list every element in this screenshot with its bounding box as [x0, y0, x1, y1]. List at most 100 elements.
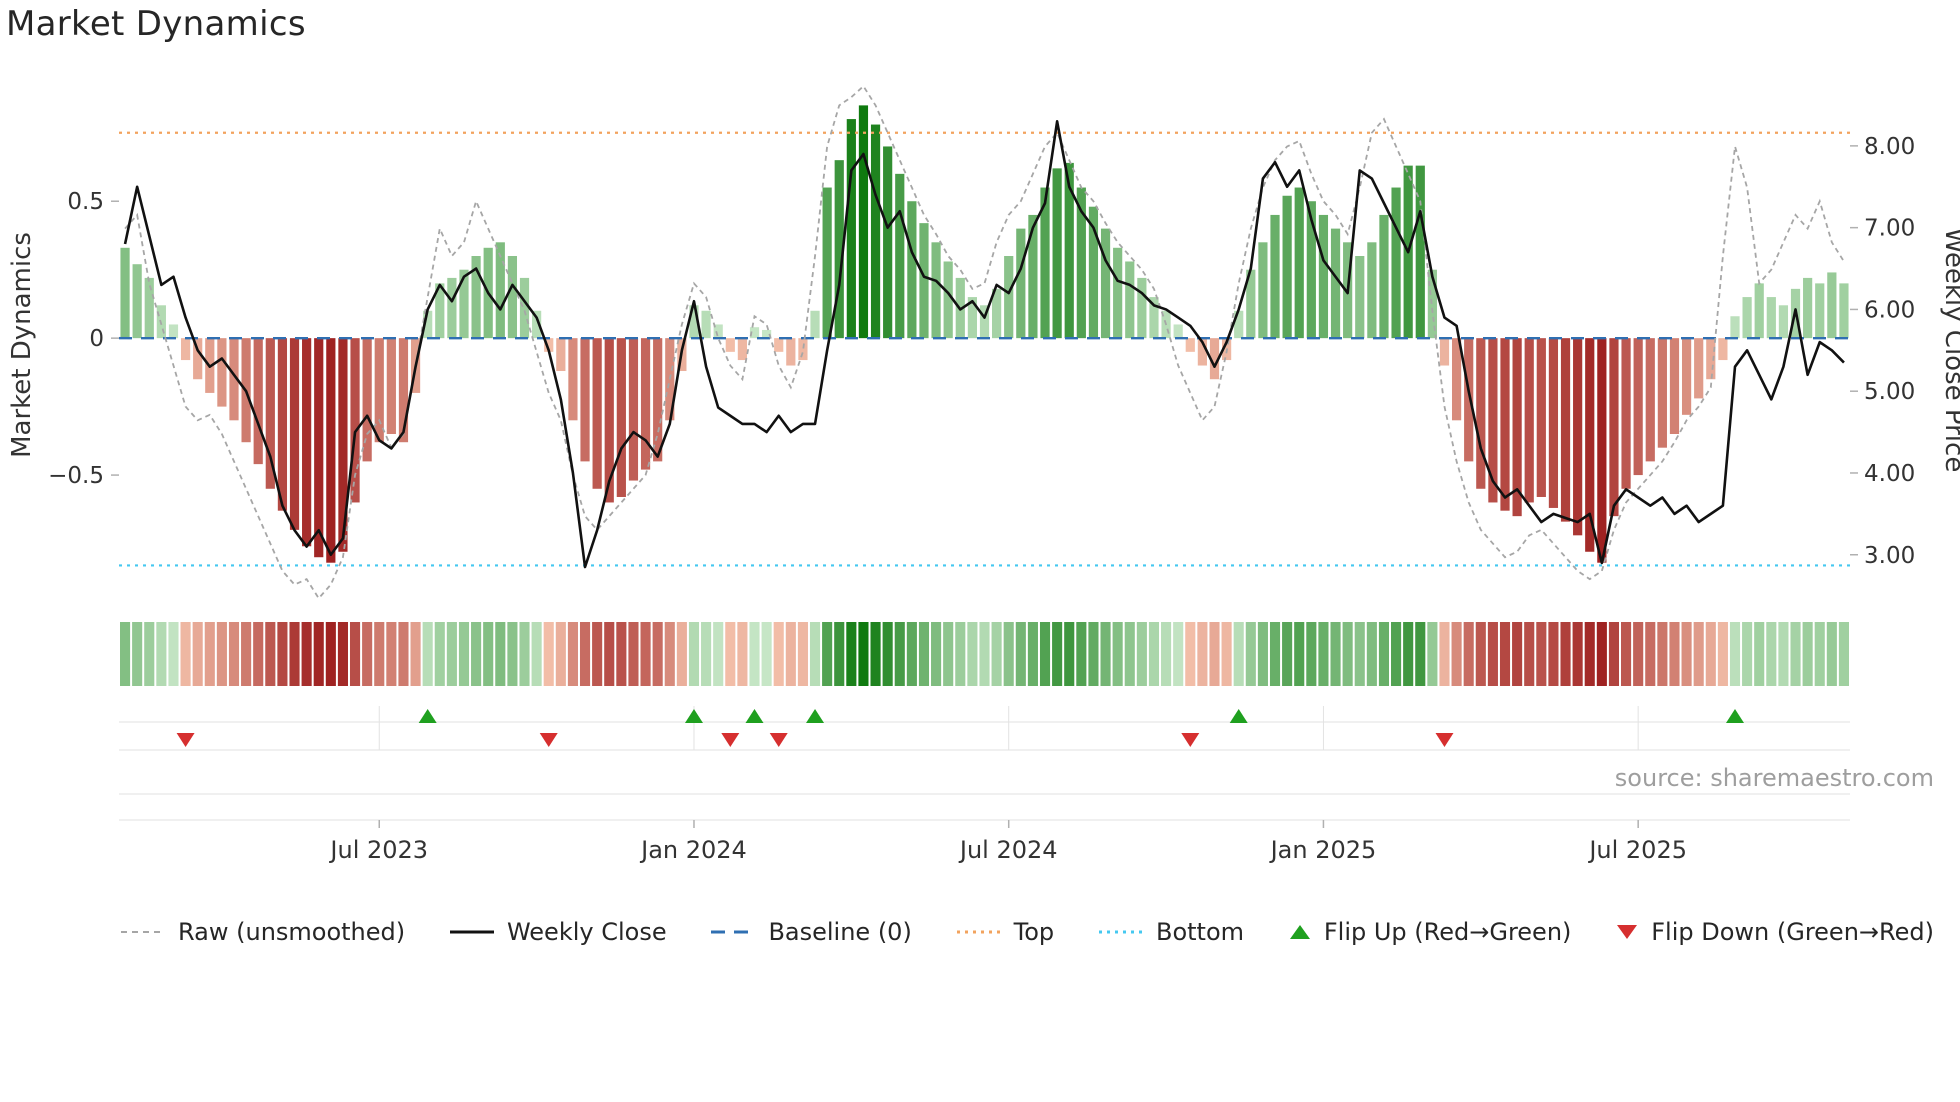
oscillator-bar — [193, 338, 203, 380]
heatmap-cell — [471, 622, 482, 686]
heatmap-cell — [253, 622, 264, 686]
legend: Raw (unsmoothed) Weekly Close Baseline (… — [120, 918, 1934, 946]
heatmap-cell — [652, 622, 663, 686]
flip-markers — [176, 709, 1745, 747]
oscillator-bar — [834, 160, 844, 339]
heatmap-cell — [1318, 622, 1329, 686]
heatmap-cell — [1439, 622, 1450, 686]
heatmap-cell — [592, 622, 603, 686]
oscillator-bar — [302, 338, 312, 547]
oscillator-bar — [1040, 187, 1050, 339]
oscillator-bar — [350, 338, 360, 503]
oscillator-bar — [1621, 338, 1631, 489]
oscillator-bar — [1028, 214, 1038, 339]
oscillator-bar — [495, 242, 505, 339]
heatmap-cell — [555, 622, 566, 686]
oscillator-bar — [1294, 187, 1304, 339]
oscillator-bar — [907, 201, 917, 339]
heatmap-cell — [325, 622, 336, 686]
x-tick-label: Jul 2024 — [958, 836, 1058, 864]
heatmap-cell — [1112, 622, 1123, 686]
heatmap-cell — [1657, 622, 1668, 686]
heatmap-cell — [301, 622, 312, 686]
heatmap-cell — [822, 622, 833, 686]
heatmap-cell — [120, 622, 131, 686]
heatmap-cell — [931, 622, 942, 686]
flip-down-marker — [1435, 733, 1454, 747]
heatmap-cell — [1475, 622, 1486, 686]
oscillator-bar — [798, 338, 808, 361]
oscillator-bar — [653, 338, 663, 462]
heatmap-cell — [628, 622, 639, 686]
heatmap-cell — [1717, 622, 1728, 686]
legend-label: Flip Down (Green→Red) — [1651, 918, 1934, 946]
left-tick-label: 0.5 — [67, 189, 104, 215]
heatmap-cell — [688, 622, 700, 686]
heatmap-cell — [1124, 622, 1135, 686]
heatmap-cell — [870, 622, 881, 686]
oscillator-bar — [1803, 277, 1813, 339]
flip-down-marker — [1181, 733, 1200, 747]
oscillator-bar — [1330, 228, 1341, 339]
oscillator-bar — [217, 338, 227, 407]
heatmap-cell — [567, 622, 578, 686]
heatmap-cell — [1257, 622, 1268, 686]
heatmap-cell — [1015, 622, 1026, 686]
heatmap-cell — [725, 622, 736, 686]
oscillator-bar — [1681, 338, 1692, 415]
heatmap-cell — [761, 622, 772, 686]
left-tick-label: 0 — [89, 326, 104, 352]
oscillator-bar — [919, 223, 929, 339]
oscillator-bar — [1197, 338, 1207, 366]
heatmap-cell — [1548, 622, 1559, 686]
heatmap-cell — [1003, 622, 1014, 686]
oscillator-bar — [435, 283, 445, 339]
heatmap-cell — [1173, 622, 1184, 686]
oscillator-bar — [883, 146, 893, 339]
flip-up-marker — [418, 709, 437, 723]
heatmap-cell — [1197, 622, 1208, 686]
heatmap-cell — [1052, 622, 1063, 686]
oscillator-bar — [1149, 297, 1159, 339]
heatmap-cell — [543, 622, 554, 686]
oscillator-bar — [1536, 338, 1546, 497]
heatmap-cell — [289, 622, 300, 686]
oscillator-bar — [1488, 338, 1498, 503]
heatmap-cell — [1693, 622, 1704, 686]
heatmap-cell — [1427, 622, 1438, 686]
flip-down-marker — [769, 733, 788, 747]
heatmap-cell — [1221, 622, 1232, 686]
oscillator-bar — [810, 310, 820, 339]
heatmap-cell — [483, 622, 494, 686]
raw-unsmoothed-line — [124, 84, 1845, 600]
raw-line-icon — [121, 931, 165, 933]
oscillator-bar — [1282, 195, 1292, 339]
heatmap-cell — [579, 622, 591, 686]
heatmap-cell — [894, 622, 905, 686]
baseline-line-icon — [711, 930, 756, 934]
oscillator-bar — [180, 338, 191, 361]
heatmap-cell — [241, 622, 252, 686]
oscillator-bar — [1016, 228, 1026, 339]
left-tick-label: −0.5 — [48, 463, 104, 489]
heatmap-cell — [1838, 622, 1849, 686]
oscillator-bar — [423, 310, 433, 339]
oscillator-bar — [725, 338, 735, 352]
heatmap-cell — [446, 622, 457, 686]
right-tick-label: 7.00 — [1864, 216, 1915, 242]
oscillator-bar — [846, 119, 856, 339]
heatmap-cell — [1499, 622, 1511, 686]
oscillator-bar — [144, 277, 154, 339]
heatmap-cell — [1100, 622, 1111, 686]
panel-gridlines — [119, 706, 1850, 821]
heatmap-cell — [192, 622, 203, 686]
oscillator-bar — [1439, 338, 1450, 366]
heatmap-cell — [531, 622, 542, 686]
flip-down-triangle-icon — [1617, 925, 1638, 939]
x-tick-label: Jan 2024 — [639, 836, 747, 864]
oscillator-bar — [120, 247, 130, 339]
chart-title: Market Dynamics — [6, 4, 306, 44]
oscillator-bar — [1209, 338, 1220, 380]
oscillator-bar — [398, 338, 409, 443]
